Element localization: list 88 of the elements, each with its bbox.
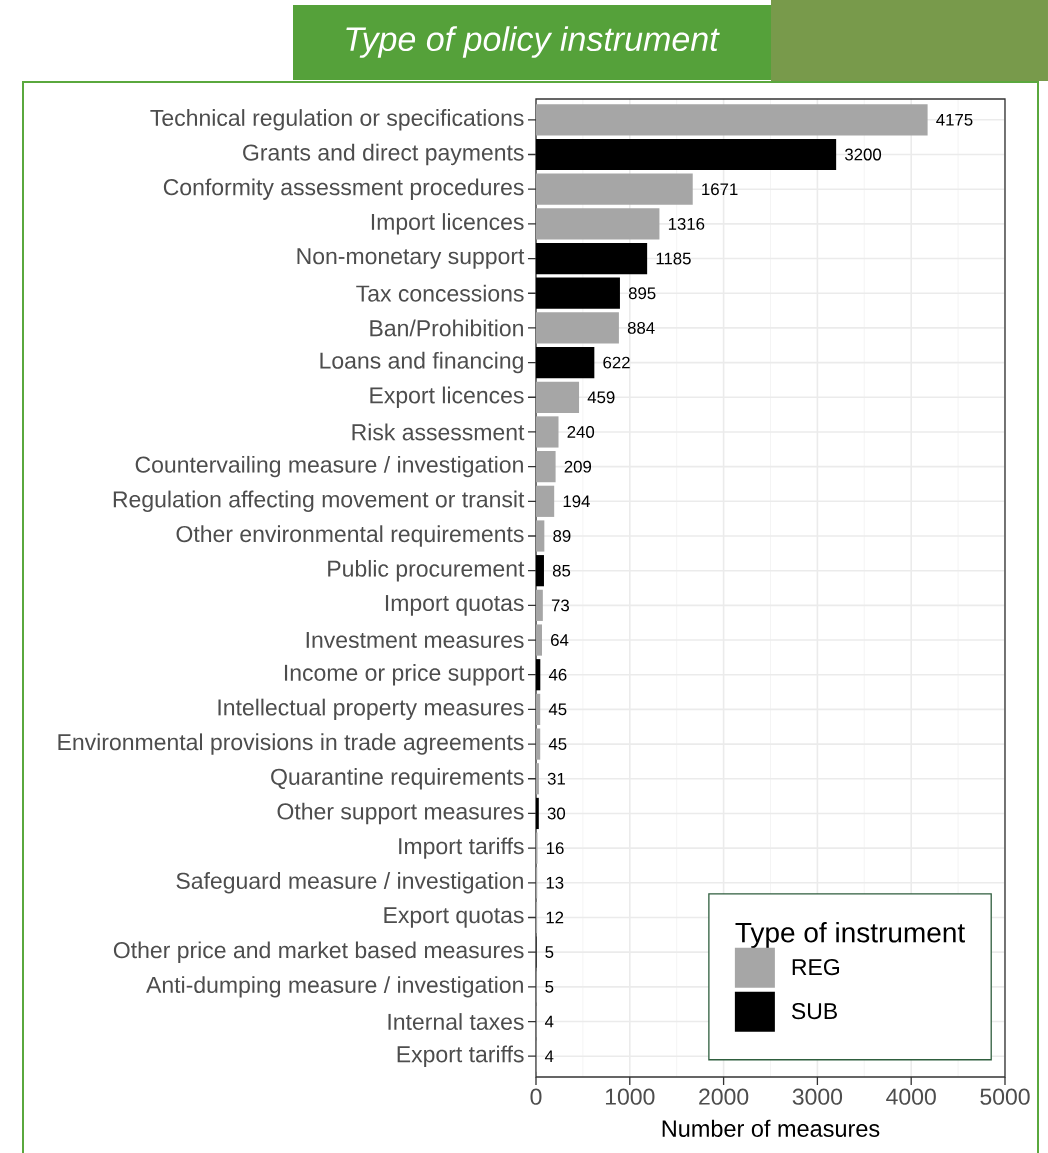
y-tick-label: Public procurement [328, 559, 525, 582]
bar [535, 659, 541, 691]
data-label: 194 [563, 495, 590, 508]
data-label: 12 [546, 911, 564, 924]
bar [535, 381, 580, 413]
bar [535, 138, 837, 171]
y-tick-label: Export licences [370, 386, 524, 408]
data-label: 45 [548, 703, 567, 716]
y-tick-label: Investment measures [306, 632, 524, 649]
bar [535, 797, 539, 830]
data-label: 4 [544, 1015, 554, 1028]
data-label: 85 [552, 564, 571, 577]
x-axis-title: Number of measures [662, 1119, 880, 1137]
data-label: 4 [544, 1050, 554, 1062]
bar [535, 346, 595, 379]
bar [535, 208, 660, 240]
data-label: 1185 [656, 252, 691, 265]
y-tick-label: Countervailing measure / investigation [135, 455, 523, 478]
y-tick-label: Environmental provisions in trade agreements [58, 733, 524, 755]
data-label: 459 [587, 391, 615, 404]
data-label: 89 [553, 530, 571, 542]
y-tick-label: Other support measures [277, 802, 524, 825]
y-tick-label: Non-monetary support [297, 248, 525, 269]
data-label: 895 [628, 287, 656, 300]
data-label: 1316 [668, 217, 705, 230]
y-tick-label: Import quotas [385, 595, 524, 616]
bar [535, 555, 544, 587]
data-label: 31 [547, 772, 565, 785]
legend-title: Type of instrument [735, 921, 965, 949]
bar [535, 763, 539, 795]
x-tick-label: 1000 [605, 1088, 655, 1105]
bar [535, 416, 559, 448]
y-tick-label: Import tariffs [399, 837, 524, 859]
data-label: 4175 [936, 113, 973, 126]
y-tick-label: Regulation affecting movement or transit [113, 490, 525, 513]
y-tick-label: Intellectual property measures [218, 698, 524, 721]
y-tick-label: Other price and market based measures [113, 941, 524, 963]
bar [535, 104, 928, 136]
y-tick-label: Income or price support [284, 664, 525, 686]
y-tick-label: Anti-dumping measure / investigation [146, 976, 523, 998]
x-tick-label: 5000 [980, 1088, 1030, 1105]
y-tick-label: Import licences [371, 213, 524, 235]
y-tick-label: Other environmental requirements [176, 525, 524, 547]
y-tick-label: Safeguard measure / investigation [176, 872, 523, 894]
y-tick-label: Export quotas [384, 907, 524, 928]
y-tick-label: Quarantine requirements [271, 768, 524, 790]
bar [535, 624, 542, 656]
bar [535, 728, 541, 760]
y-tick-label: Tax concessions [356, 284, 524, 302]
y-tick-label: Risk assessment [352, 423, 525, 441]
y-tick-label: Technical regulation or specifications [150, 109, 524, 131]
x-tick-label: 3000 [792, 1088, 843, 1105]
data-label: 73 [551, 599, 569, 612]
data-label: 45 [548, 738, 567, 750]
data-label: 30 [547, 807, 566, 820]
bar [535, 242, 648, 275]
data-label: 5 [545, 980, 554, 993]
data-label: 622 [603, 356, 630, 369]
data-label: 46 [548, 668, 567, 681]
legend-label: REG [792, 958, 839, 976]
y-tick-label: Conformity assessment procedures [163, 178, 524, 200]
data-label: 884 [627, 321, 655, 334]
chart-title: Type of policy instrument [346, 26, 720, 58]
data-label: 5 [545, 946, 554, 959]
x-tick-label: 4000 [886, 1088, 936, 1105]
y-tick-label: Ban/Prohibition [370, 319, 523, 337]
data-label: 64 [551, 634, 569, 646]
bar [535, 693, 541, 726]
bar [535, 312, 619, 344]
bar [535, 173, 693, 205]
y-tick-label: Export tariffs [397, 1045, 524, 1067]
bar [535, 277, 620, 309]
bar [535, 589, 543, 621]
bar [535, 485, 555, 517]
y-tick-label: Internal taxes [388, 1013, 524, 1030]
bar [535, 520, 545, 552]
y-tick-label: Grants and direct payments [243, 143, 524, 166]
x-tick-label: 0 [530, 1088, 542, 1105]
x-tick-label: 2000 [699, 1088, 749, 1105]
data-label: 240 [567, 426, 595, 438]
data-label: 209 [564, 460, 592, 473]
bar [535, 451, 556, 483]
data-label: 16 [546, 842, 564, 855]
y-tick-label: Loans and financing [320, 351, 523, 374]
legend-label: SUB [791, 1002, 837, 1020]
data-label: 1671 [702, 183, 738, 196]
data-label: 13 [546, 876, 564, 889]
data-label: 3200 [844, 148, 882, 161]
